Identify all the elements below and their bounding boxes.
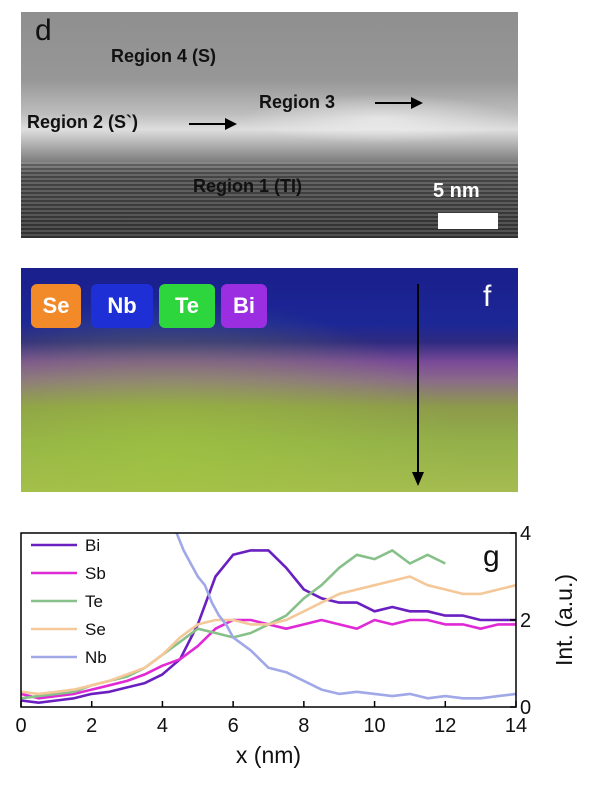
legend-chip-te-label: Te bbox=[174, 293, 200, 318]
legend-chip-te: Te bbox=[159, 284, 215, 328]
legend-chip-se: Se bbox=[31, 284, 81, 328]
line-profile-arrow-line bbox=[417, 284, 419, 474]
scale-bar-label: 5 nm bbox=[433, 180, 480, 202]
x-tick-label-12: 12 bbox=[434, 715, 456, 737]
series-line-se bbox=[21, 575, 516, 696]
tem-image-panel-d: d Region 4 (S) Region 2 (S`) Region 3 Re… bbox=[21, 12, 518, 238]
legend-chip-bi: Bi bbox=[221, 284, 267, 328]
legend-label-sb: Sb bbox=[85, 564, 106, 583]
region-3-arrow-head bbox=[411, 97, 423, 109]
legend-chip-nb-label: Nb bbox=[107, 293, 137, 318]
series-line-bi bbox=[21, 549, 516, 704]
y-tick-label-4: 4 bbox=[520, 523, 531, 545]
line-profile-arrow-head bbox=[412, 472, 424, 486]
y-tick-label-2: 2 bbox=[520, 610, 531, 632]
x-tick-label-8: 8 bbox=[298, 715, 309, 737]
region-1-label: Region 1 (TI) bbox=[193, 176, 302, 196]
panel-label-f: f bbox=[483, 280, 492, 313]
x-tick-label-2: 2 bbox=[86, 715, 97, 737]
x-tick-label-4: 4 bbox=[157, 715, 168, 737]
x-axis-label: x (nm) bbox=[236, 742, 301, 768]
x-tick-label-10: 10 bbox=[363, 715, 385, 737]
y-tick-label-0: 0 bbox=[520, 697, 531, 719]
region-3-label: Region 3 bbox=[259, 92, 336, 112]
legend-label-te: Te bbox=[85, 592, 103, 611]
legend-label-se: Se bbox=[85, 620, 106, 639]
region-3-arrow-line bbox=[375, 102, 415, 104]
region-2-arrow-head bbox=[225, 118, 237, 130]
legend-chip-nb: Nb bbox=[91, 284, 153, 328]
legend-chip-se-label: Se bbox=[42, 293, 70, 318]
scale-bar bbox=[438, 213, 498, 229]
panel-label-g: g bbox=[483, 540, 500, 573]
legend-label-nb: Nb bbox=[85, 648, 107, 667]
legend-label-bi: Bi bbox=[85, 536, 100, 555]
x-tick-label-14: 14 bbox=[505, 715, 527, 737]
panel-label-d: d bbox=[35, 14, 52, 47]
series-line-nb bbox=[175, 533, 516, 700]
eds-map-panel-f: Se Nb Te Bi f bbox=[21, 268, 518, 492]
x-tick-label-6: 6 bbox=[228, 715, 239, 737]
y-axis-label: Int. (a.u.) bbox=[551, 574, 577, 666]
legend-chip-bi-label: Bi bbox=[233, 293, 255, 318]
region-2-arrow-line bbox=[189, 123, 227, 125]
region-4-label: Region 4 (S) bbox=[111, 46, 217, 66]
region-2-label: Region 2 (S`) bbox=[27, 112, 138, 132]
x-tick-label-0: 0 bbox=[15, 715, 26, 737]
